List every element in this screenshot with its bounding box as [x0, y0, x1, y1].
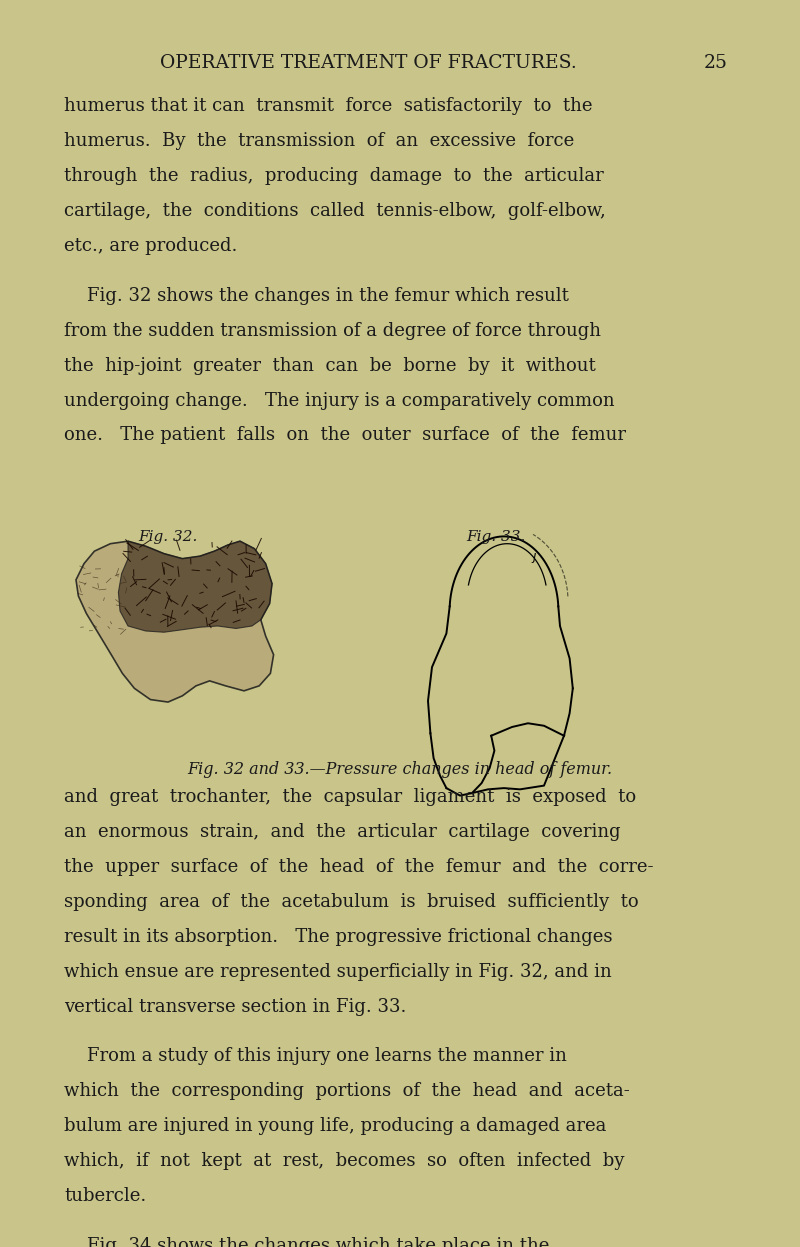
- Polygon shape: [118, 541, 272, 632]
- Text: sponding  area  of  the  acetabulum  is  bruised  sufficiently  to: sponding area of the acetabulum is bruis…: [64, 893, 638, 910]
- Text: Fig. 32 and 33.—Pressure changes in head of femur.: Fig. 32 and 33.—Pressure changes in head…: [187, 761, 613, 778]
- Text: through  the  radius,  producing  damage  to  the  articular: through the radius, producing damage to …: [64, 167, 604, 185]
- Text: which ensue are represented superficially in Fig. 32, and in: which ensue are represented superficiall…: [64, 963, 612, 980]
- Text: result in its absorption.   The progressive frictional changes: result in its absorption. The progressiv…: [64, 928, 613, 945]
- Text: one.   The patient  falls  on  the  outer  surface  of  the  femur: one. The patient falls on the outer surf…: [64, 426, 626, 444]
- Text: which  the  corresponding  portions  of  the  head  and  aceta-: which the corresponding portions of the …: [64, 1082, 630, 1100]
- Text: vertical transverse section in Fig. 33.: vertical transverse section in Fig. 33.: [64, 998, 406, 1015]
- Text: Fig. 32.: Fig. 32.: [138, 530, 198, 544]
- Text: undergoing change.   The injury is a comparatively common: undergoing change. The injury is a compa…: [64, 392, 614, 409]
- Text: tubercle.: tubercle.: [64, 1187, 146, 1205]
- Text: and  great  trochanter,  the  capsular  ligament  is  exposed  to: and great trochanter, the capsular ligam…: [64, 788, 636, 806]
- Text: from the sudden transmission of a degree of force through: from the sudden transmission of a degree…: [64, 322, 601, 339]
- Text: OPERATIVE TREATMENT OF FRACTURES.: OPERATIVE TREATMENT OF FRACTURES.: [160, 54, 576, 71]
- Text: which,  if  not  kept  at  rest,  becomes  so  often  infected  by: which, if not kept at rest, becomes so o…: [64, 1152, 624, 1170]
- Text: Fig. 34 shows the changes which take place in the: Fig. 34 shows the changes which take pla…: [64, 1237, 550, 1247]
- Text: From a study of this injury one learns the manner in: From a study of this injury one learns t…: [64, 1047, 567, 1065]
- Text: 25: 25: [704, 54, 728, 71]
- Polygon shape: [76, 541, 274, 702]
- Text: j: j: [533, 550, 536, 562]
- Text: humerus that it can  transmit  force  satisfactorily  to  the: humerus that it can transmit force satis…: [64, 97, 593, 115]
- Text: the  hip-joint  greater  than  can  be  borne  by  it  without: the hip-joint greater than can be borne …: [64, 357, 596, 374]
- Text: the  upper  surface  of  the  head  of  the  femur  and  the  corre-: the upper surface of the head of the fem…: [64, 858, 654, 875]
- Text: Fig. 33.: Fig. 33.: [466, 530, 526, 544]
- Text: an  enormous  strain,  and  the  articular  cartilage  covering: an enormous strain, and the articular ca…: [64, 823, 621, 840]
- Text: etc., are produced.: etc., are produced.: [64, 237, 238, 254]
- Text: bulum are injured in young life, producing a damaged area: bulum are injured in young life, produci…: [64, 1117, 606, 1135]
- Text: cartilage,  the  conditions  called  tennis-elbow,  golf-elbow,: cartilage, the conditions called tennis-…: [64, 202, 606, 219]
- Text: Fig. 32 shows the changes in the femur which result: Fig. 32 shows the changes in the femur w…: [64, 287, 569, 304]
- Text: humerus.  By  the  transmission  of  an  excessive  force: humerus. By the transmission of an exces…: [64, 132, 574, 150]
